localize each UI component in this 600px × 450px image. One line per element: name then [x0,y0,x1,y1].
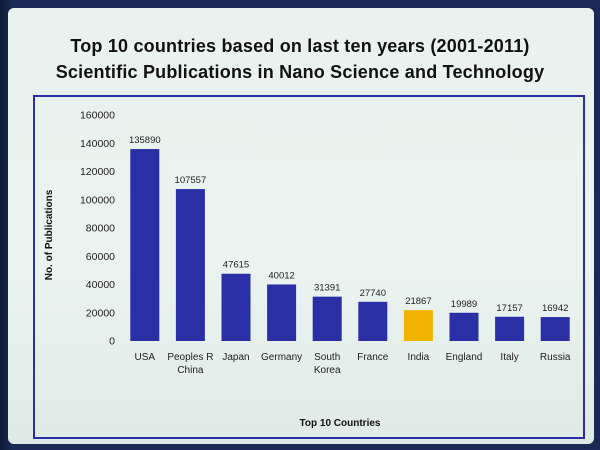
x-tick-label-line: England [446,352,483,363]
bar [221,273,251,341]
x-tick-label-line: Korea [314,365,341,376]
x-tick-label-line: USA [135,352,156,363]
x-tick-label-line: France [357,352,389,363]
x-tick-label: India [408,352,430,363]
bar-value-label: 107557 [175,175,207,186]
x-tick-label: Japan [222,352,249,363]
x-tick-label-line: China [177,365,204,376]
y-tick-label: 40000 [86,279,115,291]
y-axis: 0 20000 40000 60000 80000 100000 120000 140000 1… [80,110,115,348]
x-tick-label: Russia [540,352,571,363]
projection-screen [8,8,594,444]
bar-value-label: 135890 [129,135,161,146]
y-tick-label: 80000 [86,223,115,235]
x-tick-label-line: Italy [500,352,518,363]
x-tick-label: Italy [500,352,518,363]
bar-value-label: 19989 [451,299,477,310]
bar [449,312,479,341]
y-tick-label: 120000 [80,166,115,178]
bar-value-label: 21867 [405,296,431,307]
bar-value-label: 40012 [268,270,294,281]
y-tick-label: 100000 [80,194,115,206]
x-tick-label: France [357,352,389,363]
x-tick-label-line: India [408,352,430,363]
bars [130,149,570,341]
bar-value-label: 47615 [223,260,249,271]
x-tick-label: USA [135,352,156,363]
x-tick-label: Germany [261,352,302,363]
bar [175,189,205,341]
y-tick-label: 140000 [80,138,115,150]
y-tick-label: 60000 [86,251,115,263]
x-axis-tick-labels: USA Peoples R China Japan Germany South Korea F… [135,352,571,376]
chart-title-line-2: Scientific Publications in Nano Science … [55,62,545,82]
bar-value-label: 17157 [496,303,522,314]
x-axis-label: Top 10 Countries [300,418,381,429]
bar [358,301,388,341]
x-tick-label-line: Japan [222,352,249,363]
bar-value-label: 27740 [360,288,386,299]
bar-value-label: 31391 [314,283,340,294]
y-tick-label: 160000 [80,110,115,122]
chart-title-line-1: Top 10 countries based on last ten years… [70,36,530,56]
bar [130,149,160,341]
y-tick-label: 20000 [86,307,115,319]
chart-frame [33,95,585,439]
bar [267,284,297,341]
bar [312,296,342,341]
bar [403,310,433,341]
x-tick-label: South Korea [314,352,341,376]
y-axis-label: No. of Publications [44,189,55,280]
value-labels: 135890 107557 47615 40012 31391 27740 21867 199… [129,135,568,314]
bar [540,317,570,341]
x-tick-label: England [446,352,483,363]
x-tick-label-line: Russia [540,352,571,363]
bar [495,316,525,341]
y-tick-label: 0 [109,336,115,348]
x-tick-label-line: Peoples R [167,352,213,363]
x-tick-label-line: South [314,352,340,363]
x-tick-label: Peoples R China [167,352,213,376]
x-tick-label-line: Germany [261,352,302,363]
bar-value-label: 16942 [542,303,568,314]
